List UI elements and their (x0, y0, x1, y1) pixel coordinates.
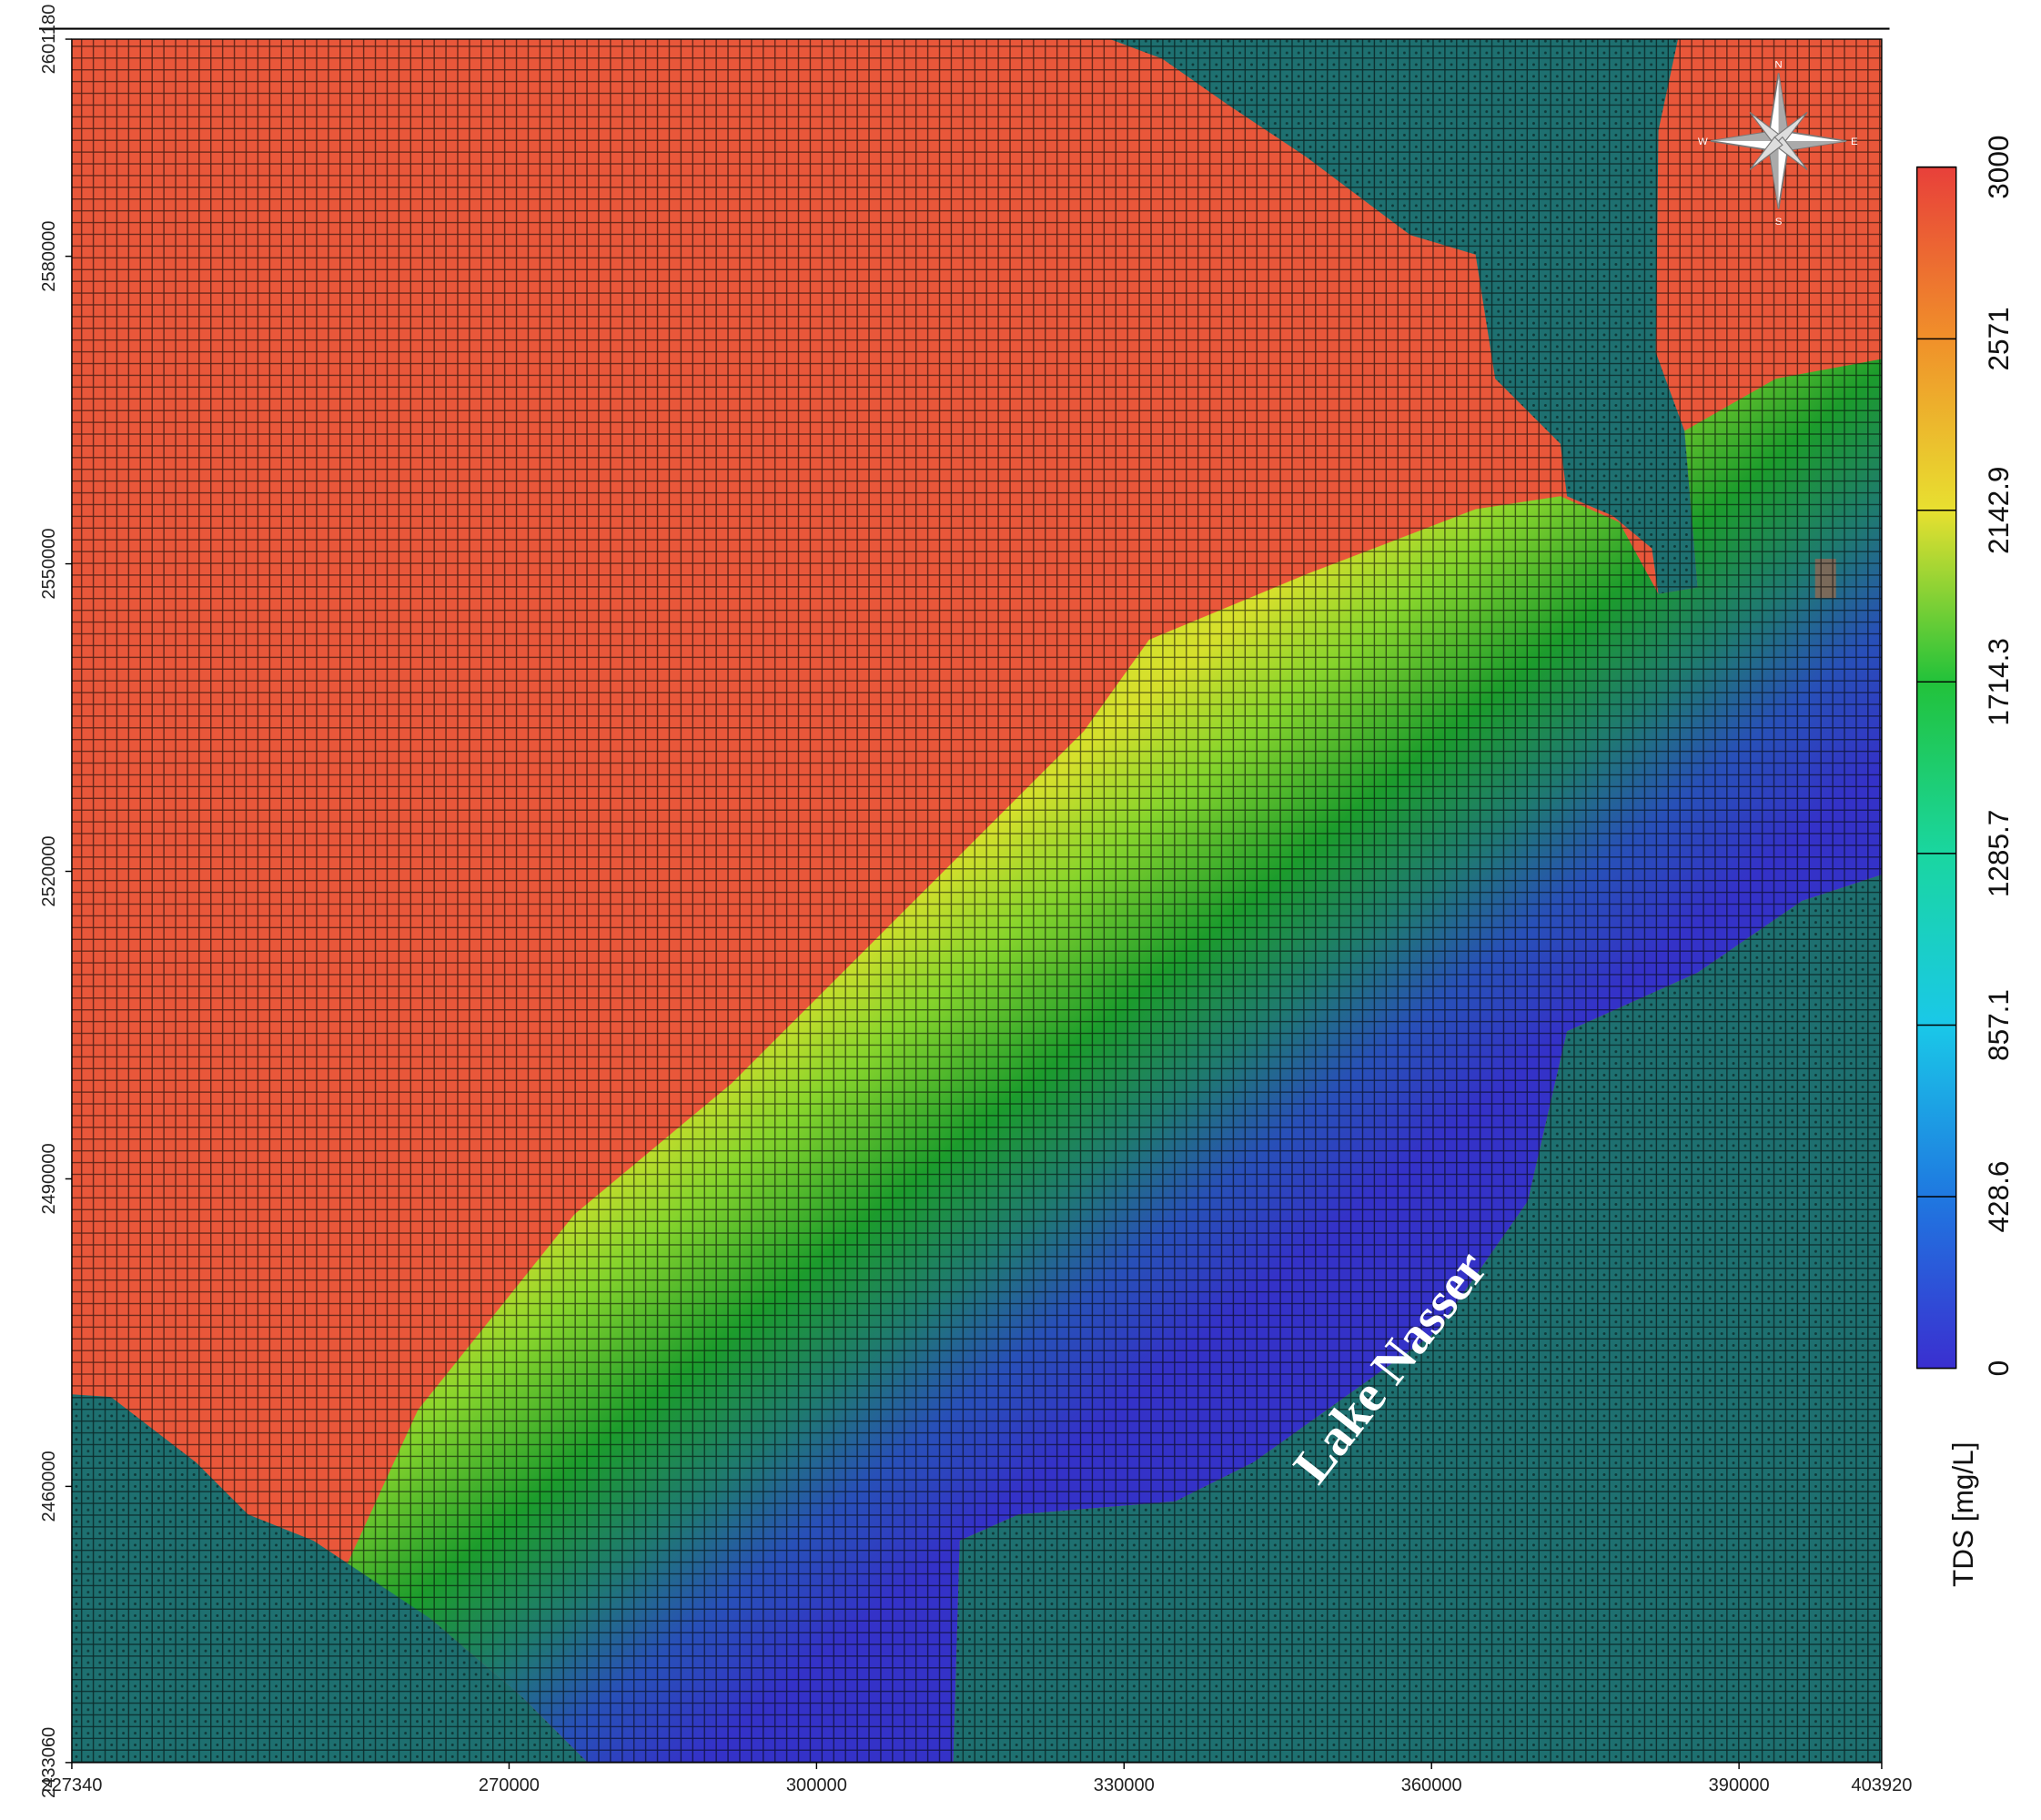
x-tick-label: 227340 (41, 1775, 102, 1795)
colorbar-tick-label: 1714.3 (1982, 638, 2015, 725)
colorbar-tick-label: 2571 (1982, 307, 2015, 370)
compass-label: N (1774, 60, 1782, 71)
colorbar-tick-label: 2142.9 (1982, 467, 2015, 554)
map (71, 39, 1882, 1763)
model-grid (71, 39, 1882, 1763)
compass-label: S (1775, 217, 1783, 228)
y-tick-label: 2520000 (39, 835, 59, 906)
compass-label: W (1698, 136, 1708, 147)
compass-label: E (1851, 136, 1858, 147)
plot-frame (71, 38, 1883, 1764)
x-tick-label: 300000 (786, 1775, 847, 1795)
compass (1710, 73, 1847, 209)
x-tick-label: 360000 (1401, 1775, 1462, 1795)
colorbar-tick-label: 3000 (1982, 136, 2015, 199)
colorbar (1915, 166, 1957, 1370)
y-tick-label: 2550000 (39, 528, 59, 599)
y-tick-label: 2580000 (39, 221, 59, 292)
y-tick-label: 2460000 (39, 1451, 59, 1522)
colorbar-tick-label: 428.6 (1982, 1161, 2015, 1233)
y-tick-label: 2601180 (39, 5, 59, 75)
colorbar-tick-label: 1285.7 (1982, 810, 2015, 897)
y-tick-label: 2490000 (39, 1143, 59, 1214)
colorbar-label: TDS [mg/L] (1946, 1442, 1979, 1588)
y-tick-label: 2433060 (39, 1727, 59, 1798)
colorbar-tick-label: 857.1 (1982, 989, 2015, 1061)
colorbar-tick-label: 0 (1982, 1360, 2015, 1377)
x-tick-label: 390000 (1709, 1775, 1770, 1795)
x-tick-label: 403920 (1851, 1775, 1912, 1795)
x-tick-label: 270000 (479, 1775, 540, 1795)
x-tick-label: 330000 (1094, 1775, 1155, 1795)
